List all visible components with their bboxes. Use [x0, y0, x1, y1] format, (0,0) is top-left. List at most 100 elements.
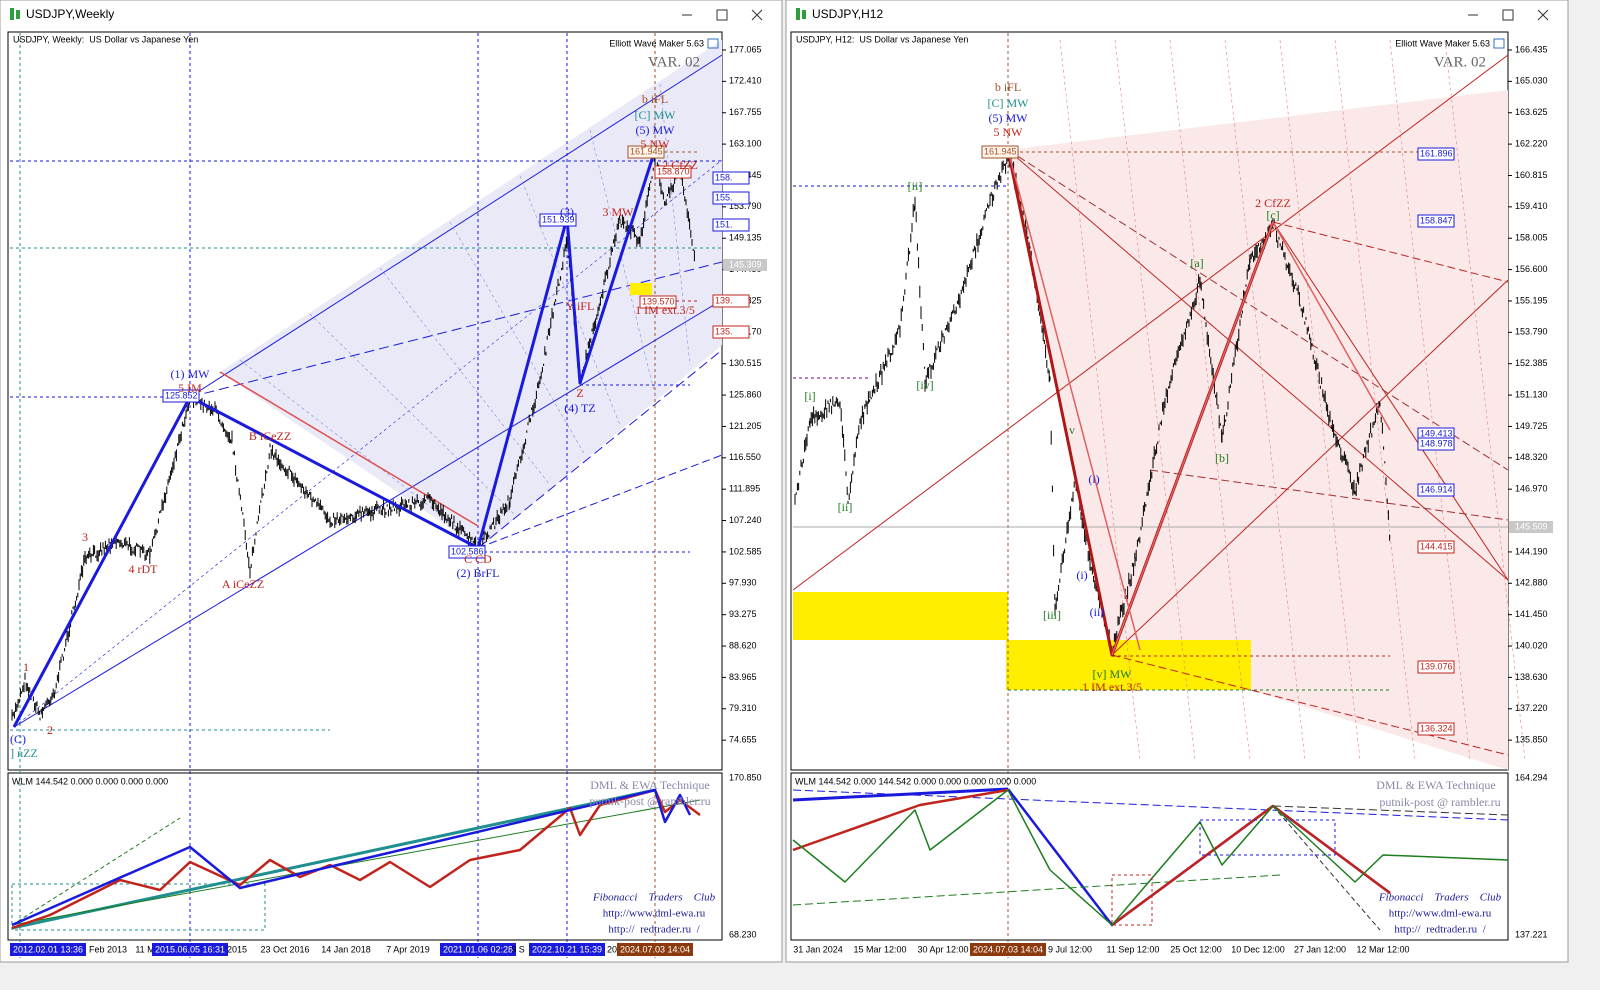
- close-button[interactable]: [1537, 9, 1549, 21]
- plugin-name: Elliott Wave Maker 5.63: [609, 38, 704, 48]
- maximize-button[interactable]: [716, 9, 728, 21]
- date-label: 25 Oct 12:00: [1170, 944, 1222, 954]
- fib-line: [1279, 39, 1361, 761]
- date-label: 2021.01.06 02:28: [443, 944, 513, 954]
- price-axis-label: 172.410: [729, 76, 762, 86]
- date-label: 15 Mar 12:00: [853, 944, 906, 954]
- date-label: 23 Oct 2016: [260, 944, 309, 954]
- date-highlight: [152, 943, 228, 956]
- price-axis-label: 158.005: [1515, 233, 1548, 243]
- wave-label: 1 IM ext.3/5: [1082, 680, 1142, 694]
- fib-line: [659, 83, 691, 366]
- watermark: http:// redtrader.ru /: [1394, 924, 1486, 936]
- line: [477, 454, 723, 549]
- price-tag: 155.: [715, 192, 733, 202]
- price-tag: 125.852: [165, 390, 198, 400]
- wave-label: [C] MW: [988, 96, 1030, 110]
- plugin-name: Elliott Wave Maker 5.63: [1395, 38, 1490, 48]
- price-tag: 161.896: [1420, 148, 1453, 158]
- wave-label: (5) MW: [636, 123, 676, 137]
- ind-line: [11, 788, 692, 927]
- wave-label: [iii]: [1043, 608, 1061, 622]
- line: [1111, 654, 1509, 756]
- channel-fill: [220, 40, 722, 548]
- price-axis-label: 166.435: [1515, 44, 1548, 54]
- wave-label: (C): [10, 732, 26, 746]
- wave-label: (i): [1076, 568, 1087, 582]
- price-axis-label: 102.585: [729, 546, 762, 556]
- window-title: USDJPY,H12: [812, 7, 883, 21]
- date-label: 7 Apr 2019: [386, 944, 430, 954]
- wave-label: (3): [560, 205, 574, 219]
- date-label: 2022.10.21 15:39: [532, 944, 602, 954]
- wave-label: (i): [1088, 472, 1099, 486]
- fib-line: [1114, 39, 1196, 761]
- title-bar: [787, 1, 1567, 29]
- price-axis-label: 146.970: [1515, 484, 1548, 494]
- zone: [793, 592, 1008, 640]
- date-label: 11 Sep 12:00: [1107, 944, 1160, 954]
- price-axis-label: 93.275: [729, 609, 757, 619]
- price-tag: 151.939: [542, 214, 575, 224]
- date-label: 31 Jan 2024: [793, 944, 843, 954]
- ind-line: [792, 788, 1009, 852]
- ind-line: [11, 788, 656, 930]
- ind-line: [792, 789, 1509, 926]
- date-label: 10 Dec 12:00: [1231, 944, 1285, 954]
- wave-label: 2 CfZZ: [1255, 196, 1291, 210]
- variant-label: VAR. 02: [1434, 54, 1486, 70]
- line: [477, 349, 723, 549]
- date-highlight: [440, 943, 516, 956]
- date-label: 30 Apr 12:00: [917, 944, 968, 954]
- price-tag-box: [712, 325, 750, 339]
- fib-line: [1169, 39, 1251, 761]
- date-label: 2015: [227, 944, 247, 954]
- fib-line: [1444, 39, 1526, 761]
- price-axis-label: 88.620: [729, 640, 757, 650]
- maximize-button[interactable]: [1502, 9, 1514, 21]
- watermark: putnik-post @ rambler.ru: [589, 794, 710, 808]
- ind-box: [1199, 819, 1336, 856]
- price-axis-label: 160.815: [1515, 170, 1548, 180]
- wave-label: ] nZZ: [10, 746, 38, 760]
- date-label: 14 Jan 2018: [321, 944, 371, 954]
- wave-label: b iFL: [642, 92, 668, 106]
- window-icon: [10, 8, 14, 20]
- price-tag-box: [539, 213, 577, 227]
- price-tag-box: [448, 545, 486, 559]
- price-tag: 146.914: [1420, 484, 1453, 494]
- close-button[interactable]: [751, 9, 763, 21]
- current-price: 145.309: [729, 259, 762, 269]
- price-axis-label: 155.195: [1515, 295, 1548, 305]
- date-label: Feb 2013: [89, 944, 127, 954]
- price-axis-label: 167.755: [729, 107, 762, 117]
- fib-line: [519, 175, 621, 426]
- date-label: 11 M: [135, 944, 154, 954]
- price-axis-label: 125.860: [729, 389, 762, 399]
- wave-label: (4) TZ: [564, 401, 595, 415]
- wave-label: [ii]: [838, 500, 853, 514]
- wave-label: A iCeZZ: [222, 577, 264, 591]
- price-tag-box: [1417, 437, 1455, 451]
- ind-line: [792, 874, 1281, 906]
- date-label: 2024.07.03 14:04: [620, 944, 690, 954]
- price-axis-label: 144.190: [1515, 546, 1548, 556]
- wave-label: 1: [23, 660, 29, 674]
- price-tag: 139.570: [642, 296, 675, 306]
- price-axis-label: 159.410: [1515, 201, 1548, 211]
- wave-label: 3: [82, 530, 88, 544]
- price-axis-label: 163.100: [729, 138, 762, 148]
- wave-label: 5 IM: [178, 381, 202, 395]
- wave-label: [b]: [1215, 451, 1229, 465]
- wave-label: C CD: [464, 552, 492, 566]
- indicator-axis-label: 137.221: [1515, 929, 1548, 939]
- wave-label: [C] MW: [635, 108, 677, 122]
- price-axis-label: 151.130: [1515, 389, 1548, 399]
- fib-line: [1334, 39, 1416, 761]
- watermark: DML & EWA Technique: [590, 778, 709, 792]
- price-tag: 161.945: [984, 146, 1017, 156]
- date-label: 27 Jan 12:00: [1294, 944, 1346, 954]
- wave-label: 5 NW: [994, 125, 1024, 139]
- date-highlight: [970, 943, 1046, 956]
- wave-line: [1111, 221, 1391, 656]
